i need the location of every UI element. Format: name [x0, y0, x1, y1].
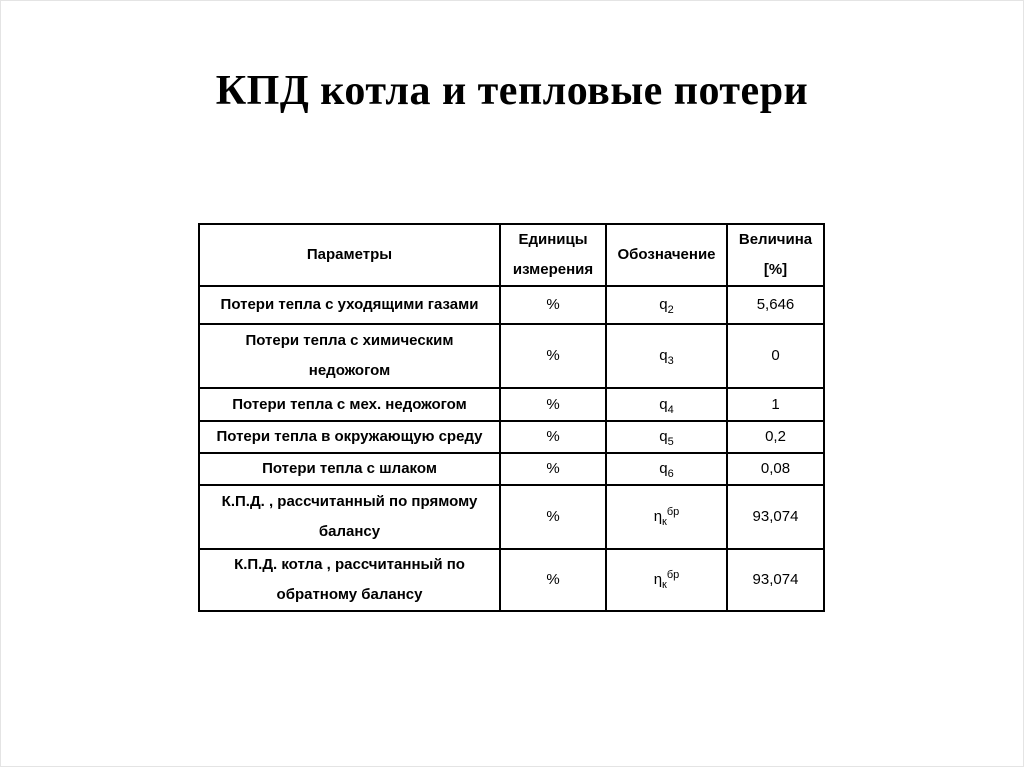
table-row: К.П.Д. , рассчитанный по прямому балансу… — [198, 484, 825, 550]
table-row: Потери тепла с шлаком % q6 0,08 — [198, 452, 825, 486]
symbol-base: η — [653, 508, 663, 525]
value-cell: 0 — [726, 323, 825, 389]
value-cell: 5,646 — [726, 285, 825, 325]
symbol-sub: 2 — [667, 304, 674, 316]
symbol-base: q — [659, 460, 668, 477]
param-cell: Потери тепла с мех. недожогом — [198, 387, 501, 422]
symbol-sub: к — [662, 579, 667, 591]
value-cell: 1 — [726, 387, 825, 422]
symbol-cell: ηкбр — [605, 548, 728, 612]
symbol-base: q — [659, 347, 668, 364]
unit-cell: % — [499, 387, 607, 422]
symbol-cell: q5 — [605, 420, 728, 454]
unit-cell: % — [499, 285, 607, 325]
param-cell: Потери тепла с уходящими газами — [198, 285, 501, 325]
table-header-row: Параметры Единицы измерения Обозначение … — [198, 223, 825, 287]
symbol-sub: 6 — [667, 468, 674, 480]
symbol-sup: бр — [666, 569, 680, 581]
page-title: КПД котла и тепловые потери — [215, 68, 809, 114]
value-cell: 93,074 — [726, 484, 825, 550]
table-row: Потери тепла с уходящими газами % q2 5,6… — [198, 285, 825, 325]
table-row: Потери тепла в окружающую среду % q5 0,2 — [198, 420, 825, 454]
unit-cell: % — [499, 484, 607, 550]
symbol-sub: 4 — [667, 403, 674, 416]
header-cell-designation: Обозначение — [605, 223, 728, 287]
symbol-sup: бр — [666, 506, 680, 518]
value-cell: 93,074 — [726, 548, 825, 612]
header-cell-units: Единицы измерения — [499, 223, 607, 287]
unit-cell: % — [499, 452, 607, 486]
symbol-cell: q6 — [605, 452, 728, 486]
symbol-cell: q4 — [605, 387, 728, 422]
header-cell-parameters: Параметры — [198, 223, 501, 287]
param-cell: Потери тепла с химическим недожогом — [198, 323, 501, 389]
param-cell: Потери тепла в окружающую среду — [198, 420, 501, 454]
symbol-cell: q2 — [605, 285, 728, 325]
losses-table: Параметры Единицы измерения Обозначение … — [198, 223, 825, 612]
value-cell: 0,08 — [726, 452, 825, 486]
symbol-base: q — [659, 428, 668, 445]
param-cell: К.П.Д. котла , рассчитанный по обратному… — [198, 548, 501, 612]
symbol-cell: q3 — [605, 323, 728, 389]
value-cell: 0,2 — [726, 420, 825, 454]
unit-cell: % — [499, 323, 607, 389]
unit-cell: % — [499, 420, 607, 454]
symbol-sub: 3 — [667, 355, 674, 367]
table-row: Потери тепла с мех. недожогом % q4 1 — [198, 387, 825, 422]
symbol-base: q — [659, 296, 668, 313]
table-row: Потери тепла с химическим недожогом % q3… — [198, 323, 825, 389]
symbol-sub: к — [662, 516, 667, 528]
unit-cell: % — [499, 548, 607, 612]
table-row: К.П.Д. котла , рассчитанный по обратному… — [198, 548, 825, 612]
symbol-base: q — [659, 395, 668, 413]
header-cell-value: Величина [%] — [726, 223, 825, 287]
symbol-cell: ηкбр — [605, 484, 728, 550]
param-cell: К.П.Д. , рассчитанный по прямому балансу — [198, 484, 501, 550]
param-cell: Потери тепла с шлаком — [198, 452, 501, 486]
symbol-sub: 5 — [667, 436, 674, 448]
symbol-base: η — [653, 571, 663, 588]
